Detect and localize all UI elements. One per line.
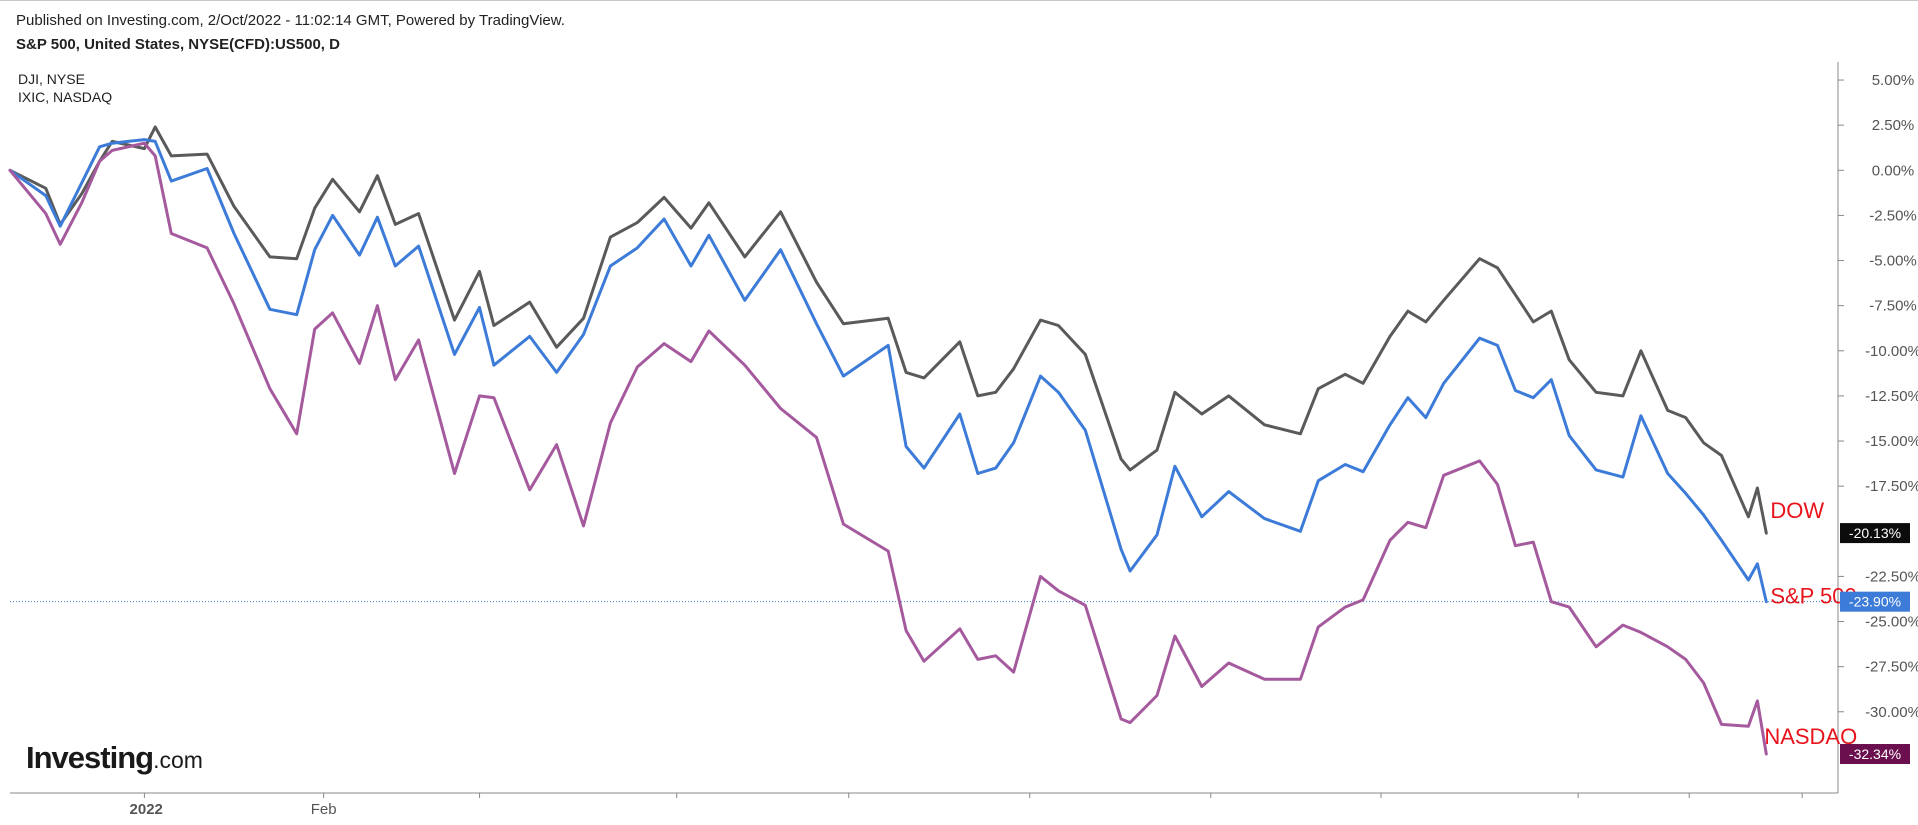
- series-label-dow: DOW: [1770, 498, 1824, 523]
- y-tick-label: 5.00%: [1872, 72, 1915, 89]
- chart-axes: [10, 62, 1839, 794]
- y-tick-label: -12.50%: [1865, 388, 1918, 405]
- x-tick-label: Feb: [311, 801, 337, 818]
- last-value-text-s-p-500: -23.90%: [1849, 594, 1901, 610]
- y-tick-label: -15.00%: [1865, 433, 1918, 450]
- series-end-labels: DOW-20.13%S&P 500-23.90%NASDAQ-32.34%: [1764, 498, 1910, 765]
- y-tick-label: -5.00%: [1869, 253, 1917, 270]
- published-info: Published on Investing.com, 2/Oct/2022 -…: [16, 12, 565, 29]
- last-value-badge-s-p-500: [1840, 591, 1910, 612]
- series-line-dow: [8, 125, 1768, 535]
- series-line-s-p-500: [8, 138, 1768, 604]
- last-value-badge-dow: [1840, 523, 1910, 544]
- compare-symbol-dji: DJI, NYSE: [18, 71, 85, 87]
- symbol-title: S&P 500, United States, NYSE(CFD):US500,…: [16, 36, 340, 53]
- x-axis-ticks: 2022 Feb: [130, 793, 1803, 818]
- y-tick-label: -7.50%: [1869, 298, 1917, 315]
- y-tick-label: -30.00%: [1865, 704, 1918, 721]
- last-value-text-dow: -20.13%: [1849, 525, 1901, 541]
- series-line-nasdaq: [8, 141, 1768, 756]
- y-tick-label: -22.50%: [1865, 568, 1918, 585]
- last-value-text-nasdaq: -32.34%: [1849, 746, 1901, 762]
- top-border: [0, 0, 1918, 1]
- last-value-badge-nasdaq: [1840, 744, 1910, 765]
- compare-symbol-ixic: IXIC, NASDAQ: [18, 89, 113, 105]
- y-tick-label: -17.50%: [1865, 478, 1918, 495]
- logo-suffix: .com: [153, 747, 203, 773]
- y-tick-label: 2.50%: [1872, 117, 1915, 134]
- investing-logo: Investing.com: [26, 740, 203, 776]
- y-tick-label: -10.00%: [1865, 343, 1918, 360]
- y-axis-ticks: 5.00% 2.50% 0.00% -2.50% -5.00% -7.50% -10.00%…: [1838, 72, 1918, 721]
- logo-wordmark: Investing: [26, 740, 154, 775]
- series-lines: [8, 125, 1838, 756]
- y-tick-label: -27.50%: [1865, 659, 1918, 676]
- x-tick-label: 2022: [130, 801, 163, 818]
- y-tick-label: -25.00%: [1865, 614, 1918, 631]
- y-tick-label: -2.50%: [1869, 207, 1917, 224]
- y-tick-label: 0.00%: [1872, 162, 1915, 179]
